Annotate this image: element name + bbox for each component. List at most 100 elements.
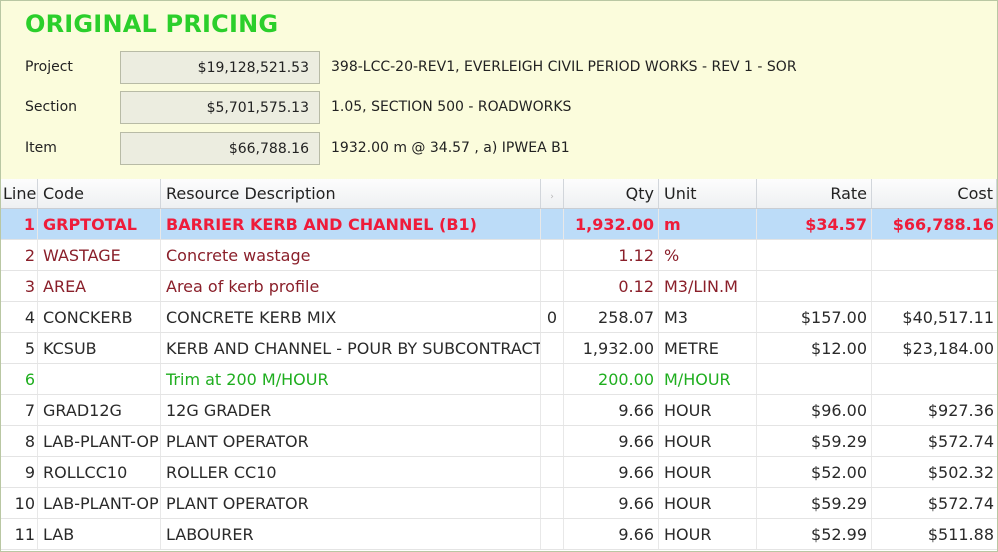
section-row: Section $5,701,575.13 1.05, SECTION 500 … [1,87,997,127]
table-row[interactable]: 9 ROLLCC10 ROLLER CC10 9.66 HOUR $52.00 … [1,457,997,488]
line-cell: 1 [1,209,38,239]
table-row[interactable]: 5 KCSUB KERB AND CHANNEL - POUR BY SUBCO… [1,333,997,364]
table-row[interactable]: 11 LAB LABOURER 9.66 HOUR $52.99 $511.88 [1,519,997,550]
project-label: Project [25,59,73,75]
table-row[interactable]: 6 Trim at 200 M/HOUR 200.00 M/HOUR [1,364,997,395]
section-label: Section [25,99,78,115]
rate-cell: $157.00 [757,302,872,332]
item-label: Item [25,140,57,156]
unit-cell: HOUR [659,457,757,487]
line-cell: 10 [1,488,38,518]
line-cell: 4 [1,302,38,332]
flag-cell [541,395,564,425]
line-cell: 2 [1,240,38,270]
table-row[interactable]: 4 CONCKERB CONCRETE KERB MIX 0 258.07 M3… [1,302,997,333]
code-cell [38,364,161,394]
unit-cell: M3 [659,302,757,332]
unit-cell: HOUR [659,395,757,425]
rate-cell: $59.29 [757,488,872,518]
table-row[interactable]: 3 AREA Area of kerb profile 0.12 M3/LIN.… [1,271,997,302]
description-cell: CONCRETE KERB MIX [161,302,541,332]
section-total-field[interactable]: $5,701,575.13 [120,91,320,124]
code-cell: AREA [38,271,161,301]
cost-cell: $572.74 [927,432,994,451]
qty-cell: 9.66 [564,395,659,425]
flag-cell [541,488,564,518]
unit-cell: M3/LIN.M [659,271,757,301]
unit-cell: HOUR [659,519,757,549]
rate-cell [757,240,872,270]
code-cell: LAB [38,519,161,549]
panel-title: ORIGINAL PRICING [25,10,279,38]
cost-cell: $23,184.00 [902,339,994,358]
unit-cell: M/HOUR [659,364,757,394]
flag-cell [541,271,564,301]
description-cell: PLANT OPERATOR [161,426,541,456]
rate-cell: $52.99 [757,519,872,549]
line-cell: 5 [1,333,38,363]
table-row[interactable]: 7 GRAD12G 12G GRADER 9.66 HOUR $96.00 $9… [1,395,997,426]
cost-cell [872,271,997,301]
column-header-code[interactable]: Code [38,179,161,208]
qty-cell: 200.00 [564,364,659,394]
code-cell: CONCKERB [38,302,161,332]
flag-cell [541,209,564,239]
flag-cell [541,519,564,549]
table-row[interactable]: 1 GRPTOTAL BARRIER KERB AND CHANNEL (B1)… [1,209,997,240]
project-row: Project $19,128,521.53 398-LCC-20-REV1, … [1,47,997,87]
item-total-field[interactable]: $66,788.16 [120,132,320,165]
unit-cell: HOUR [659,426,757,456]
qty-cell: 9.66 [564,519,659,549]
cost-cell: $572.74 [927,494,994,513]
line-cell: 11 [1,519,38,549]
qty-cell: 258.07 [564,302,659,332]
column-header-qty[interactable]: Qty [564,179,659,208]
grid-header-row: Line Code Resource Description › Qty Uni… [1,179,997,209]
line-cell: 9 [1,457,38,487]
unit-cell: HOUR [659,488,757,518]
table-row[interactable]: 10 LAB-PLANT-OP PLANT OPERATOR 9.66 HOUR… [1,488,997,519]
rate-cell: $96.00 [757,395,872,425]
column-header-line[interactable]: Line [1,179,38,208]
cost-cell [872,364,997,394]
cost-cell: $66,788.16 [892,215,994,234]
line-cell: 7 [1,395,38,425]
description-cell: PLANT OPERATOR [161,488,541,518]
table-row[interactable]: 2 WASTAGE Concrete wastage 1.12 % [1,240,997,271]
code-cell: KCSUB [38,333,161,363]
rate-cell: $52.00 [757,457,872,487]
item-row: Item $66,788.16 1932.00 m @ 34.57 , a) I… [1,128,997,168]
rate-cell: $34.57 [757,209,872,239]
flag-cell [541,240,564,270]
line-cell: 8 [1,426,38,456]
column-header-rate[interactable]: Rate [757,179,872,208]
item-description: 1932.00 m @ 34.57 , a) IPWEA B1 [331,140,570,156]
cost-cell [872,240,997,270]
description-cell: BARRIER KERB AND CHANNEL (B1) [161,209,541,239]
unit-cell: m [659,209,757,239]
column-marker-icon: › [550,192,554,202]
description-cell: Concrete wastage [161,240,541,270]
line-cell: 3 [1,271,38,301]
qty-cell: 1,932.00 [564,209,659,239]
rate-cell [757,271,872,301]
flag-cell [541,364,564,394]
qty-cell: 9.66 [564,457,659,487]
unit-cell: METRE [659,333,757,363]
description-cell: KERB AND CHANNEL - POUR BY SUBCONTRACT [161,333,541,363]
project-total-field[interactable]: $19,128,521.53 [120,51,320,84]
rate-cell [757,364,872,394]
column-header-unit[interactable]: Unit [659,179,757,208]
column-header-flag[interactable]: › [541,179,564,208]
rate-cell: $12.00 [757,333,872,363]
column-header-cost[interactable]: Cost [872,179,997,208]
code-cell: LAB-PLANT-OP [38,488,161,518]
table-row[interactable]: 8 LAB-PLANT-OP PLANT OPERATOR 9.66 HOUR … [1,426,997,457]
flag-cell: 0 [541,302,564,332]
qty-cell: 1,932.00 [564,333,659,363]
description-cell: Area of kerb profile [161,271,541,301]
qty-cell: 0.12 [564,271,659,301]
column-header-description[interactable]: Resource Description [161,179,541,208]
code-cell: GRPTOTAL [38,209,161,239]
